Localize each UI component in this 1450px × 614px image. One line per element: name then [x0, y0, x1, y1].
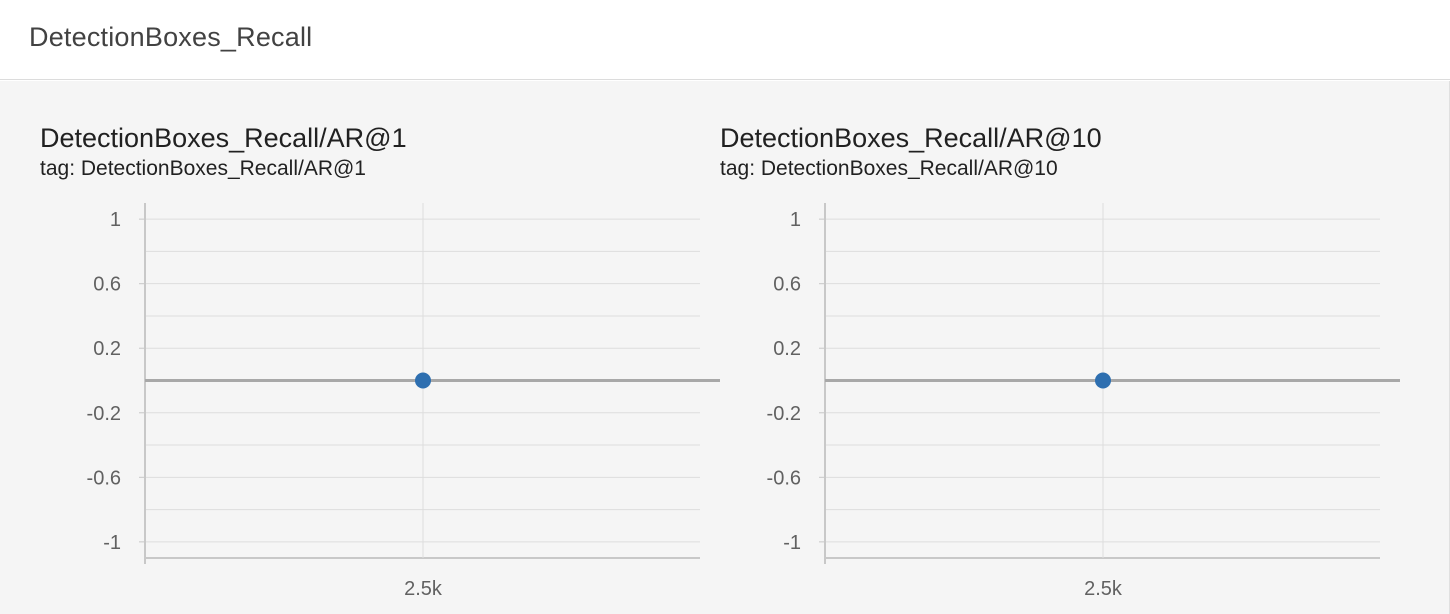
y-tick-label: -1: [783, 532, 801, 554]
section-header: DetectionBoxes_Recall: [0, 0, 1450, 80]
x-tick-label: 2.5k: [1084, 578, 1123, 600]
chart-card-ar10: DetectionBoxes_Recall/AR@10 tag: Detecti…: [720, 81, 1400, 614]
y-tick-label: 0.6: [93, 274, 121, 296]
y-tick-label: -1: [103, 532, 121, 554]
y-tick-label: 0.2: [93, 338, 121, 360]
section-title: DetectionBoxes_Recall: [29, 22, 313, 52]
section-body: [0, 81, 1450, 614]
y-tick-label: 1: [110, 209, 121, 231]
y-tick-label: -0.2: [767, 403, 801, 425]
chart-tag: tag: DetectionBoxes_Recall/AR@10: [720, 157, 1058, 180]
data-point: [1095, 372, 1111, 389]
chart-title: DetectionBoxes_Recall/AR@10: [720, 123, 1102, 153]
chart-plot-ar1[interactable]: 1 0.6 0.2 -0.2 -0.6 -1 2.5k: [40, 81, 720, 614]
data-point: [415, 372, 431, 389]
y-tick-label: 0.6: [773, 274, 801, 296]
y-tick-label: -0.6: [87, 467, 121, 489]
chart-plot-ar10[interactable]: 1 0.6 0.2 -0.2 -0.6 -1 2.5k: [720, 81, 1400, 614]
y-tick-label: 1: [790, 209, 801, 231]
chart-title: DetectionBoxes_Recall/AR@1: [40, 123, 407, 153]
chart-tag: tag: DetectionBoxes_Recall/AR@1: [40, 157, 366, 180]
y-tick-label: 0.2: [773, 338, 801, 360]
y-tick-label: -0.2: [87, 403, 121, 425]
x-tick-label: 2.5k: [404, 578, 443, 600]
y-tick-label: -0.6: [767, 467, 801, 489]
chart-card-ar1: DetectionBoxes_Recall/AR@1 tag: Detectio…: [40, 81, 720, 614]
